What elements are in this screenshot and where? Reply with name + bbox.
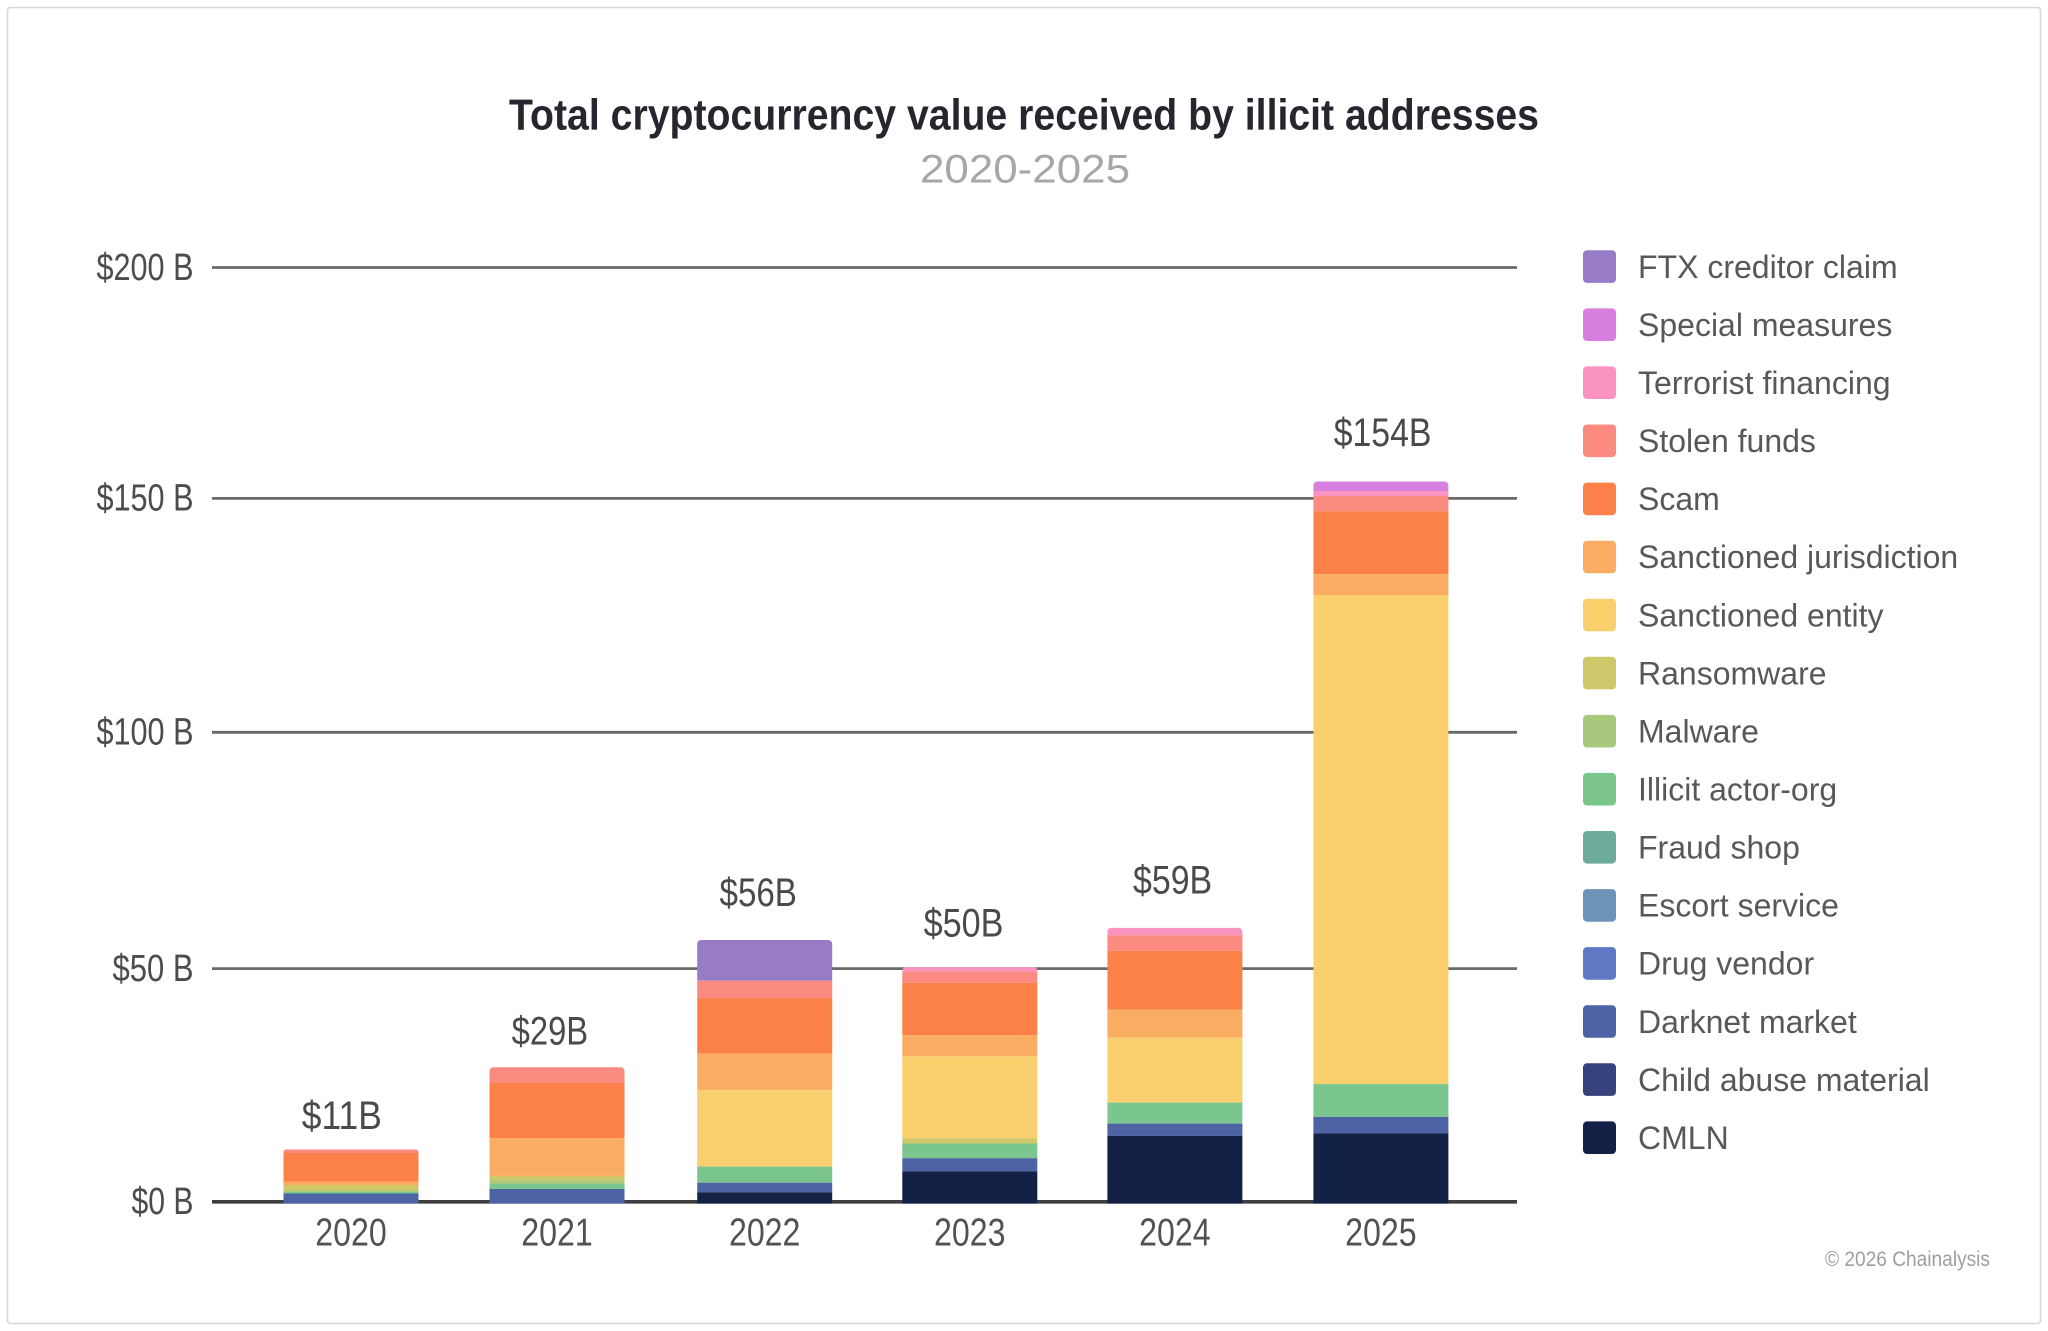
svg-text:$150 B: $150 B xyxy=(97,478,194,520)
svg-text:Stolen funds: Stolen funds xyxy=(1638,423,1816,459)
svg-text:$50 B: $50 B xyxy=(113,948,194,990)
svg-text:$56B: $56B xyxy=(720,871,797,915)
svg-text:Sanctioned jurisdiction: Sanctioned jurisdiction xyxy=(1638,539,1958,575)
svg-text:$29B: $29B xyxy=(512,1010,589,1054)
svg-text:FTX creditor claim: FTX creditor claim xyxy=(1638,249,1898,285)
svg-text:2025: 2025 xyxy=(1345,1212,1417,1255)
svg-text:Terrorist financing: Terrorist financing xyxy=(1638,365,1891,401)
svg-text:Sanctioned entity: Sanctioned entity xyxy=(1638,597,1884,633)
svg-text:$154B: $154B xyxy=(1334,411,1432,455)
svg-text:2020: 2020 xyxy=(315,1212,387,1255)
svg-text:Child abuse material: Child abuse material xyxy=(1638,1062,1930,1098)
svg-text:$59B: $59B xyxy=(1133,859,1212,903)
svg-text:$11B: $11B xyxy=(302,1094,382,1138)
svg-text:Fraud shop: Fraud shop xyxy=(1638,830,1800,866)
svg-text:© 2026 Chainalysis: © 2026 Chainalysis xyxy=(1825,1248,1990,1271)
svg-text:$100 B: $100 B xyxy=(97,712,194,754)
svg-text:Scam: Scam xyxy=(1638,481,1720,517)
svg-text:2023: 2023 xyxy=(934,1212,1006,1255)
svg-text:$50B: $50B xyxy=(924,902,1004,946)
svg-text:Illicit actor-org: Illicit actor-org xyxy=(1638,772,1837,808)
svg-text:Drug vendor: Drug vendor xyxy=(1638,946,1814,982)
svg-text:2024: 2024 xyxy=(1139,1212,1211,1255)
svg-text:Malware: Malware xyxy=(1638,714,1759,750)
svg-text:2020-2025: 2020-2025 xyxy=(920,148,1130,192)
svg-text:$0 B: $0 B xyxy=(132,1181,194,1223)
svg-text:Special measures: Special measures xyxy=(1638,307,1892,343)
svg-text:Escort service: Escort service xyxy=(1638,888,1839,924)
svg-text:Darknet market: Darknet market xyxy=(1638,1004,1857,1040)
svg-text:$200 B: $200 B xyxy=(97,247,194,289)
svg-text:CMLN: CMLN xyxy=(1638,1120,1729,1156)
svg-text:Ransomware: Ransomware xyxy=(1638,655,1827,691)
svg-text:2021: 2021 xyxy=(521,1212,593,1255)
svg-text:Total cryptocurrency value rec: Total cryptocurrency value received by i… xyxy=(509,91,1539,140)
svg-text:2022: 2022 xyxy=(729,1212,801,1255)
